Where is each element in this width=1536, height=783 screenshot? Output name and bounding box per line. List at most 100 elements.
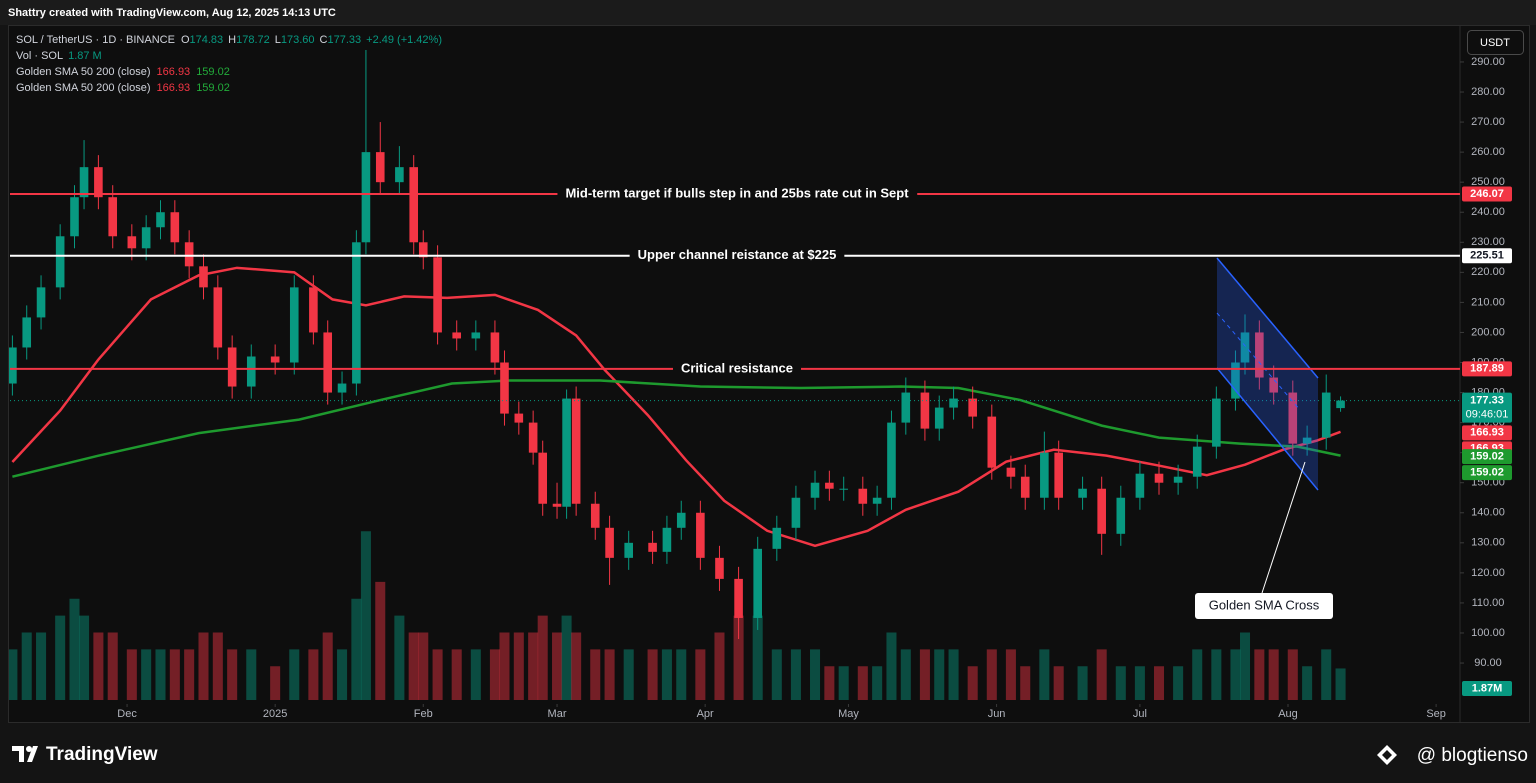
legend-symbol: SOL / TetherUS · 1D · BINANCE O174.83 H178… xyxy=(16,34,442,46)
callout-box xyxy=(1195,593,1333,619)
ohlc-value: 177.33 xyxy=(328,34,362,46)
levels: Mid-term target if bulls step in and 25b… xyxy=(10,185,1460,375)
candle-body xyxy=(36,287,46,318)
volume-bar xyxy=(394,615,405,700)
candle-body xyxy=(490,332,500,363)
volume-bar xyxy=(1321,649,1332,700)
ohlc-prefix: L xyxy=(275,34,281,46)
indicator-label: Golden SMA 50 200 (close) xyxy=(16,66,151,78)
y-tick-label: 200.00 xyxy=(1471,326,1505,338)
y-tick-label: 250.00 xyxy=(1471,176,1505,188)
y-tick-label: 230.00 xyxy=(1471,236,1505,248)
ohlc-value: 173.60 xyxy=(281,34,315,46)
candle-body xyxy=(662,527,672,552)
candle-body xyxy=(624,542,633,558)
currency-box[interactable] xyxy=(1467,30,1524,55)
candle-body xyxy=(772,527,782,549)
plot-front xyxy=(9,49,1460,639)
level-tag: 246.07 xyxy=(1470,188,1504,200)
y-tick-label: 140.00 xyxy=(1471,507,1505,519)
candle-body xyxy=(1255,332,1264,378)
candle-body xyxy=(1231,362,1240,399)
volume-bar xyxy=(1335,668,1346,700)
y-tick-label: 110.00 xyxy=(1472,597,1505,609)
volume-bar xyxy=(1192,649,1203,700)
x-tick-label: Jun xyxy=(988,708,1006,720)
candle-body xyxy=(676,512,686,528)
candle-body xyxy=(141,227,151,249)
volume-bar xyxy=(552,632,563,700)
level-label: Mid-term target if bulls step in and 25b… xyxy=(565,185,909,200)
level-label-bg xyxy=(557,187,918,200)
volume-bar xyxy=(714,632,725,700)
brand-logo xyxy=(12,746,38,762)
level-label-bg xyxy=(629,249,845,262)
volume-bar xyxy=(322,632,333,700)
volume-bar xyxy=(604,649,615,700)
candle-body xyxy=(289,287,299,363)
candle-body xyxy=(887,422,896,498)
candle-body xyxy=(1054,452,1063,498)
channel-top xyxy=(1216,257,1319,379)
volume-bar xyxy=(647,649,658,700)
candle-body xyxy=(562,398,571,507)
candle-body xyxy=(246,356,256,387)
level-tag-bg xyxy=(1462,248,1512,264)
footer: TradingView @ blogtienso xyxy=(12,744,1528,766)
candle-body xyxy=(1135,473,1145,498)
candle-body xyxy=(94,167,103,198)
candle-body xyxy=(1269,377,1278,393)
candle-body xyxy=(79,167,89,198)
y-tick-label: 100.00 xyxy=(1471,627,1505,639)
volume-bar xyxy=(661,649,672,700)
level-tag: 225.51 xyxy=(1470,250,1504,262)
candle-body xyxy=(471,332,481,339)
candle-body xyxy=(409,167,419,243)
x-tick-label: Apr xyxy=(697,708,714,720)
volume-bar xyxy=(360,531,371,700)
volume-bar xyxy=(1039,649,1050,700)
volume-bar xyxy=(198,632,209,700)
ohlc-prefix: C xyxy=(320,34,328,46)
currency[interactable]: USDT xyxy=(1480,37,1510,49)
y-tick-label: 130.00 xyxy=(1471,537,1505,549)
sma-tag-bg xyxy=(1462,425,1512,441)
volume-bar xyxy=(408,632,419,700)
volume-bar xyxy=(900,649,911,700)
volume-bar xyxy=(270,666,281,700)
volume-bar xyxy=(1287,649,1298,700)
currency-button[interactable]: USDT xyxy=(1467,30,1524,55)
volume-bar xyxy=(107,632,118,700)
volume-bar xyxy=(790,649,801,700)
volume-bar xyxy=(1096,649,1107,700)
volume-bar xyxy=(1005,649,1016,700)
volume-bar xyxy=(55,615,66,700)
volume-bar xyxy=(418,632,429,700)
volume-bar xyxy=(489,649,500,700)
candle-body xyxy=(127,236,137,249)
y-tick-label: 210.00 xyxy=(1471,296,1505,308)
volume-bar xyxy=(1302,666,1313,700)
candle-body xyxy=(55,236,65,288)
ohlc-value: 174.83 xyxy=(190,34,224,46)
top-bar xyxy=(0,0,1536,25)
candle-body xyxy=(734,578,743,618)
volume-bar xyxy=(590,649,601,700)
candle-body xyxy=(715,557,724,579)
candle-body xyxy=(1336,400,1345,409)
candle-body xyxy=(696,512,705,558)
sma-tag: 159.02 xyxy=(1470,467,1504,479)
ohlc-value: 178.72 xyxy=(236,34,270,46)
volume-bar xyxy=(1020,666,1031,700)
volume-bar xyxy=(561,615,572,700)
candle-body xyxy=(571,398,581,504)
candle-body xyxy=(538,452,548,504)
volume-bar xyxy=(375,581,386,700)
volume-bar xyxy=(967,666,978,700)
volume-bar xyxy=(1254,649,1265,700)
candle-body xyxy=(227,347,237,387)
candle-body xyxy=(500,362,509,414)
candle-body xyxy=(872,497,882,504)
x-tick-label: Dec xyxy=(117,708,137,720)
